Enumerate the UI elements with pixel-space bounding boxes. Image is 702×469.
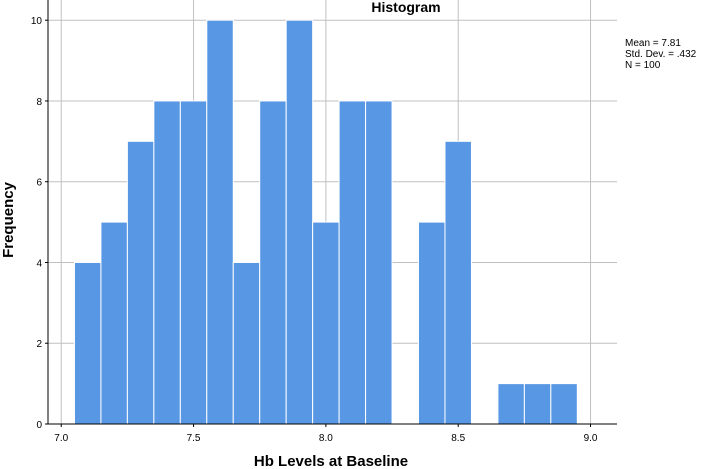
histogram-bar: [126, 140, 155, 425]
y-tick-label: 4: [36, 258, 42, 269]
axes: [45, 0, 617, 427]
y-tick-label: 2: [36, 339, 42, 350]
x-tick-label: 8.0: [319, 433, 333, 444]
histogram-bar: [497, 383, 525, 425]
y-axis-label: Frequency: [0, 181, 17, 258]
histogram-bar: [444, 140, 472, 425]
chart-title: Histogram: [371, 0, 440, 15]
stat-n: N = 100: [625, 60, 661, 71]
histogram-bar: [100, 221, 128, 425]
y-tick-label: 8: [36, 97, 42, 108]
tick-labels: 0 2 4 6 8 10 7.0 7.5 8.0 8.5 9.0: [31, 16, 598, 444]
histogram-bar: [312, 221, 340, 425]
histogram-bar: [285, 19, 314, 425]
x-axis-label: Hb Levels at Baseline: [254, 453, 408, 469]
histogram-bar: [179, 100, 208, 425]
histogram-bar: [259, 100, 287, 425]
x-tick-label: 9.0: [584, 433, 598, 444]
x-tick-label: 8.5: [451, 433, 465, 444]
y-tick-label: 0: [36, 420, 42, 431]
x-tick-label: 7.5: [187, 433, 201, 444]
x-tick-label: 7.0: [54, 433, 68, 444]
histogram-bar: [73, 261, 102, 425]
summary-statistics: Mean = 7.81 Std. Dev. = .432 N = 100: [625, 38, 696, 71]
histogram-bar: [206, 19, 234, 425]
y-tick-label: 6: [36, 178, 42, 189]
histogram-bar: [418, 221, 446, 425]
histogram-bar: [338, 100, 367, 425]
histogram-bar: [523, 383, 552, 425]
stat-std-dev: Std. Dev. = .432: [625, 49, 697, 60]
histogram-bar: [365, 100, 393, 425]
stat-mean: Mean = 7.81: [625, 38, 681, 49]
histogram-bar: [153, 100, 181, 425]
histogram-bar: [550, 383, 578, 425]
histogram-bar: [232, 261, 261, 425]
y-tick-label: 10: [31, 16, 43, 27]
